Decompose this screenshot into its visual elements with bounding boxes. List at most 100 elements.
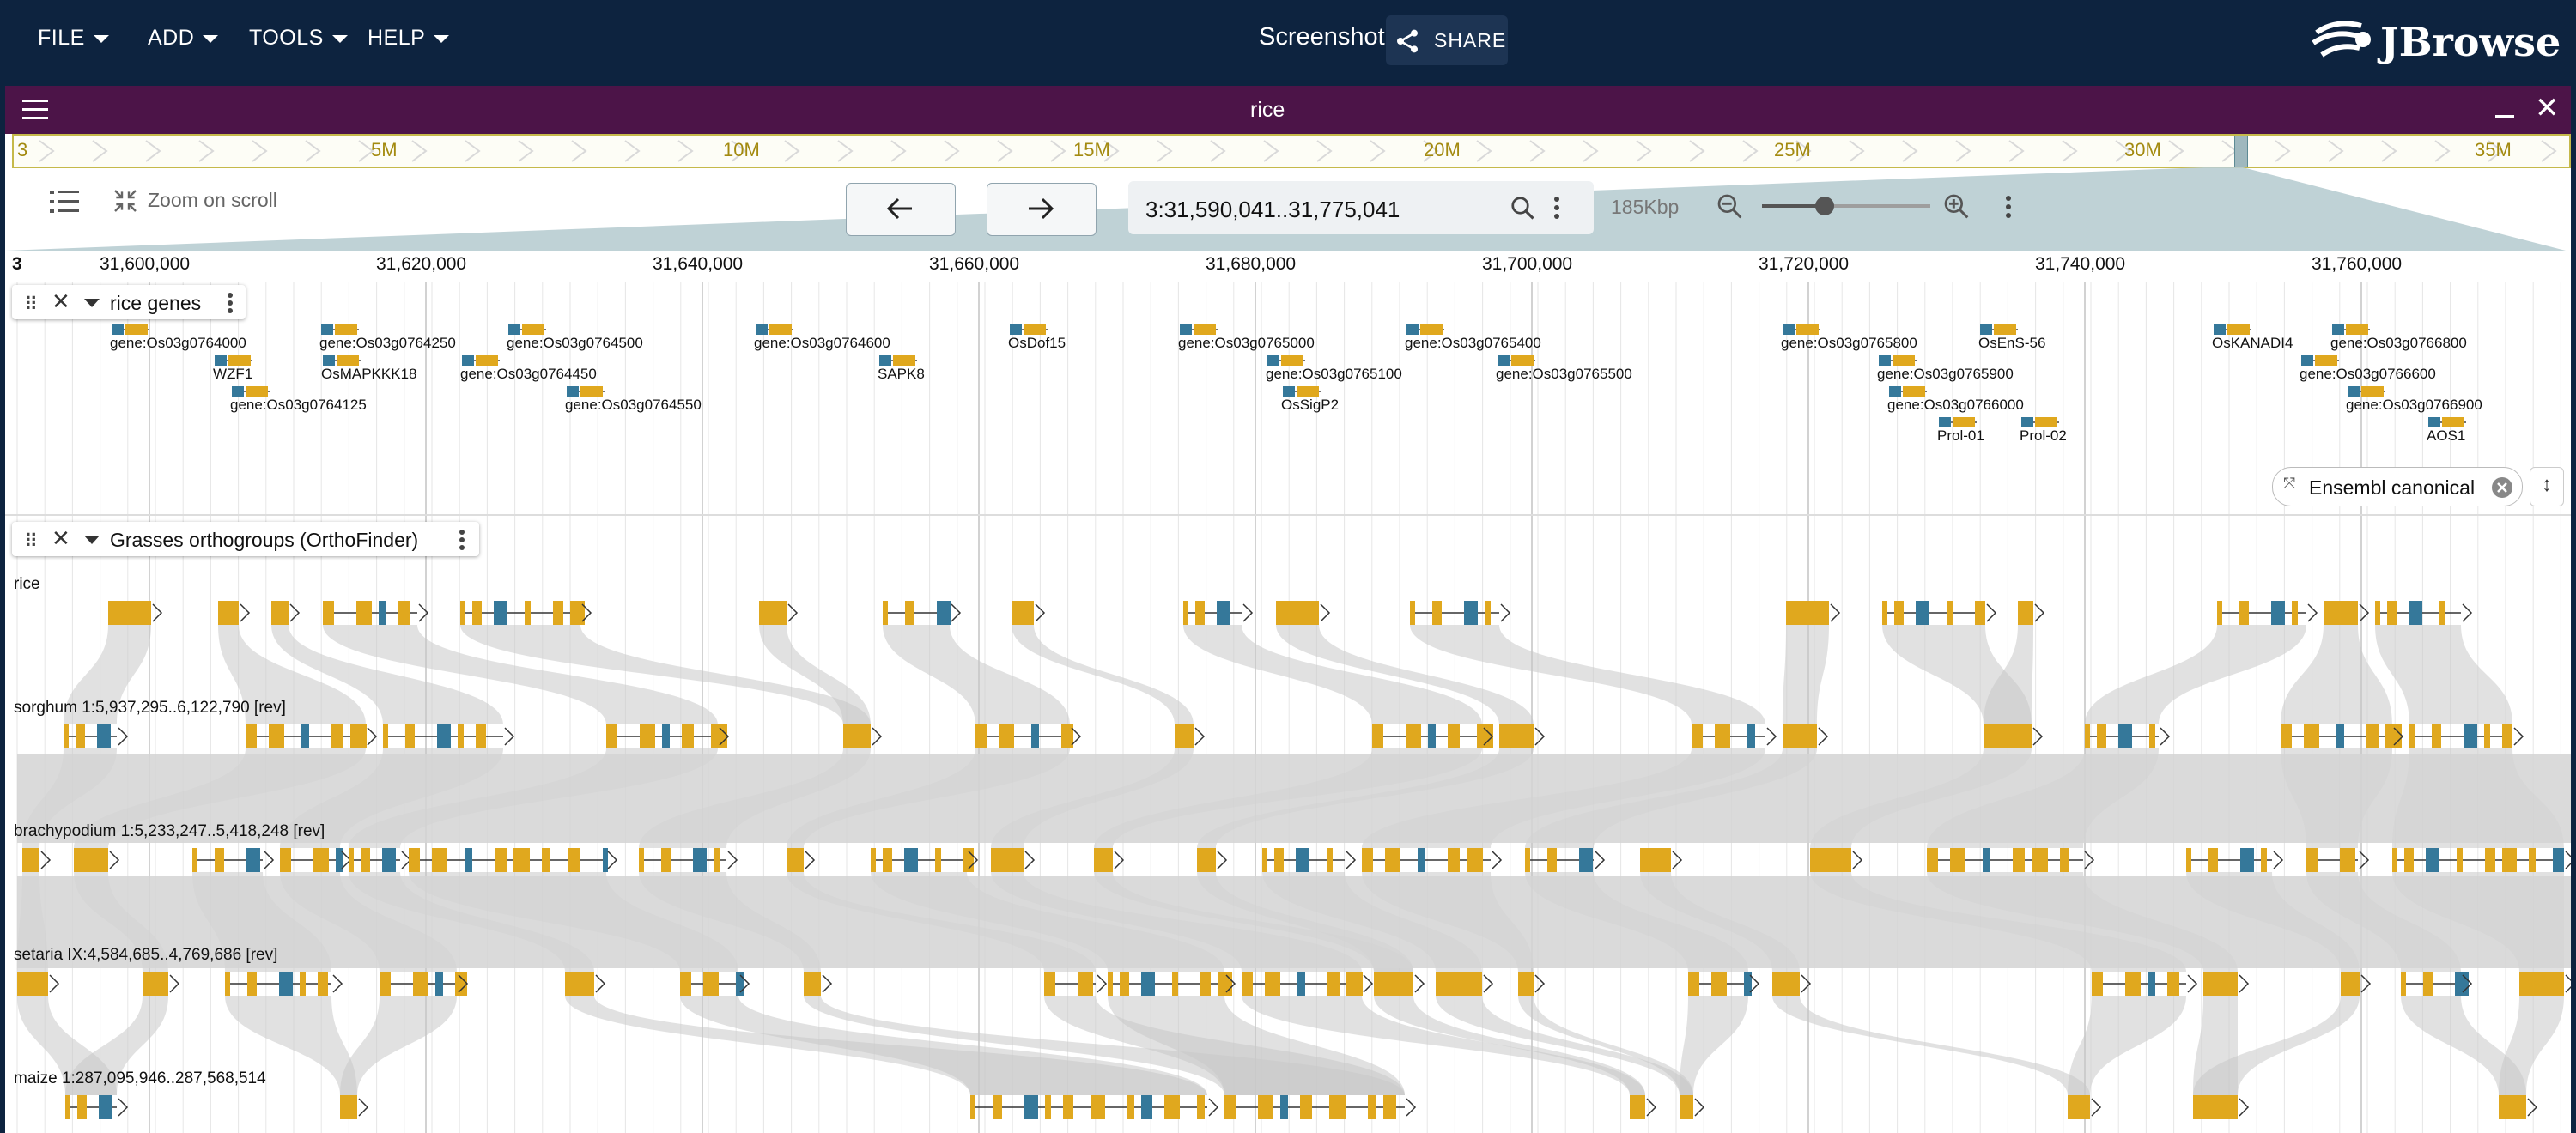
overview-scale-bar[interactable]: 3 5M 10M 15M 20M 25M 30M 35M bbox=[12, 134, 2571, 168]
share-icon bbox=[1397, 29, 1418, 53]
menu-tools[interactable]: TOOLS bbox=[249, 26, 348, 51]
ruler-tick: 31,620,000 bbox=[376, 254, 467, 274]
gene-label[interactable]: gene:Os03g0764550 bbox=[565, 397, 702, 413]
span-label: 185Kbp bbox=[1611, 196, 1680, 218]
gene-label[interactable]: gene:Os03g0764500 bbox=[507, 335, 643, 351]
gene-label[interactable]: gene:Os03g0766000 bbox=[1887, 397, 2024, 413]
share-button[interactable]: SHARE bbox=[1386, 15, 1508, 65]
jbrowse-logo-icon bbox=[2312, 21, 2371, 58]
gene-label[interactable]: gene:Os03g0765800 bbox=[1781, 335, 1917, 351]
overview-tick: 3 bbox=[17, 139, 28, 161]
ruler-tick: 31,740,000 bbox=[2035, 254, 2126, 274]
gene-label[interactable]: OsMAPKKK18 bbox=[321, 366, 417, 382]
ruler-tick: 31,700,000 bbox=[1482, 254, 1573, 274]
genome-row-label: maize 1:287,095,946..287,568,514 bbox=[14, 1069, 266, 1088]
more-vertical-icon[interactable] bbox=[1552, 195, 1561, 221]
gene-label[interactable]: WZF1 bbox=[213, 366, 253, 382]
zoom-in-icon[interactable] bbox=[1942, 192, 1970, 220]
genome-row-label: rice bbox=[14, 575, 40, 593]
chevron-down-icon bbox=[434, 34, 450, 43]
view-title: rice bbox=[1250, 98, 1285, 122]
ruler-refname: 3 bbox=[12, 254, 22, 274]
location-text[interactable]: 3:31,590,041..31,775,041 bbox=[1145, 197, 1400, 222]
track-name: Grasses orthogroups (OrthoFinder) bbox=[110, 529, 419, 551]
overview-region-marker[interactable] bbox=[2234, 136, 2248, 167]
zoom-on-scroll-icon[interactable] bbox=[112, 187, 139, 215]
close-icon[interactable]: ✕ bbox=[2535, 92, 2560, 124]
gene-label[interactable]: Prol-02 bbox=[2020, 427, 2067, 444]
chevron-down-icon bbox=[331, 34, 348, 43]
location-search-input[interactable]: 3:31,590,041..31,775,041 bbox=[1128, 181, 1594, 234]
zoom-slider-thumb[interactable] bbox=[1815, 197, 1834, 215]
gene-label[interactable]: gene:Os03g0764000 bbox=[110, 335, 246, 351]
linear-synteny-view: rice ✕ 3 5M 10M 15M 20M 25M 30M 35M Zoom… bbox=[5, 86, 2571, 1133]
menu-help[interactable]: HELP bbox=[368, 26, 450, 51]
gene-label[interactable]: gene:Os03g0766600 bbox=[2300, 366, 2436, 382]
app-logo: JBrowse bbox=[2380, 19, 2561, 65]
gene-label[interactable]: gene:Os03g0764600 bbox=[754, 335, 890, 351]
gene-label[interactable]: SAPK8 bbox=[878, 366, 925, 382]
overview-tick: 5M bbox=[371, 139, 398, 161]
chevron-down-icon bbox=[93, 34, 109, 43]
ruler-tick: 31,640,000 bbox=[653, 254, 744, 274]
gene-label[interactable]: gene:Os03g0764125 bbox=[230, 397, 367, 413]
track-menu-icon[interactable] bbox=[459, 529, 465, 551]
drag-handle-icon[interactable]: ⠿ bbox=[24, 294, 39, 315]
genome-row-label: setaria IX:4,584,685..4,769,686 [rev] bbox=[14, 946, 278, 964]
gene-label[interactable]: OsKANADI4 bbox=[2212, 335, 2293, 351]
navigation-bar: Zoom on scroll 3:31,590,041..31,775,041 … bbox=[5, 172, 2571, 249]
gene-label[interactable]: gene:Os03g0764250 bbox=[319, 335, 456, 351]
zoom-out-icon[interactable] bbox=[1716, 192, 1743, 220]
gene-label[interactable]: OsSigP2 bbox=[1281, 397, 1340, 413]
arrow-right-icon bbox=[1029, 197, 1054, 220]
overview-tick: 35M bbox=[2475, 139, 2512, 161]
menu-add[interactable]: ADD bbox=[148, 26, 219, 51]
gene-label[interactable]: OsEnS-56 bbox=[1978, 335, 2046, 351]
track-menu-icon[interactable] bbox=[227, 292, 234, 314]
gene-label[interactable]: gene:Os03g0764450 bbox=[460, 366, 597, 382]
chip-label: Ensembl canonical bbox=[2309, 476, 2476, 499]
overview-tick: 20M bbox=[1424, 139, 1461, 161]
app-bar: FILE ADD TOOLS HELP Screenshot SHARE JBr… bbox=[0, 0, 2576, 81]
track-name: rice genes bbox=[110, 292, 202, 314]
gene-label[interactable]: gene:Os03g0765500 bbox=[1496, 366, 1632, 382]
chip-remove-icon[interactable] bbox=[2491, 476, 2513, 499]
chevron-down-icon[interactable] bbox=[84, 536, 100, 544]
chevron-down-icon[interactable] bbox=[84, 299, 100, 307]
track-selector-icon[interactable] bbox=[50, 189, 79, 215]
gene-label[interactable]: gene:Os03g0766800 bbox=[2330, 335, 2467, 351]
ruler-tick: 31,720,000 bbox=[1759, 254, 1850, 274]
overview-tick: 30M bbox=[2124, 139, 2161, 161]
close-track-icon[interactable]: ✕ bbox=[52, 288, 70, 314]
resize-height-icon[interactable]: ↕ bbox=[2530, 467, 2564, 506]
overview-tick: 15M bbox=[1073, 139, 1110, 161]
forward-button[interactable] bbox=[987, 183, 1097, 236]
drag-handle-icon[interactable]: ⠿ bbox=[24, 530, 39, 552]
view-options-icon[interactable] bbox=[2004, 194, 2013, 220]
gene-label[interactable]: OsDof15 bbox=[1008, 335, 1066, 351]
collapse-icon[interactable]: ⤧ bbox=[2283, 475, 2296, 492]
view-menu-icon[interactable] bbox=[22, 100, 48, 119]
gene-label[interactable]: gene:Os03g0765100 bbox=[1266, 366, 1402, 382]
arrow-left-icon bbox=[886, 197, 912, 220]
menu-file[interactable]: FILE bbox=[38, 26, 109, 51]
gene-label[interactable]: gene:Os03g0765000 bbox=[1178, 335, 1315, 351]
gene-label[interactable]: gene:Os03g0765400 bbox=[1405, 335, 1541, 351]
gene-label[interactable]: gene:Os03g0765900 bbox=[1877, 366, 2014, 382]
synteny-track-label: ⠿ ✕ Grasses orthogroups (OrthoFinder) bbox=[12, 522, 479, 556]
ruler-tick: 31,760,000 bbox=[2312, 254, 2403, 274]
minimize-icon[interactable] bbox=[2495, 115, 2514, 118]
gene-track-label: ⠿ ✕ rice genes bbox=[12, 285, 246, 319]
overview-tick: 10M bbox=[723, 139, 760, 161]
gene-label[interactable]: Prol-01 bbox=[1937, 427, 1984, 444]
zoom-on-scroll-label[interactable]: Zoom on scroll bbox=[148, 189, 277, 211]
back-button[interactable] bbox=[846, 183, 956, 236]
close-track-icon[interactable]: ✕ bbox=[52, 525, 70, 551]
search-icon[interactable] bbox=[1510, 195, 1535, 221]
overview-tick: 25M bbox=[1774, 139, 1811, 161]
view-header: rice ✕ bbox=[5, 86, 2571, 134]
zoom-slider-track[interactable] bbox=[1762, 204, 1930, 208]
ensembl-canonical-chip[interactable]: ⤧ Ensembl canonical bbox=[2272, 467, 2523, 506]
gene-label[interactable]: AOS1 bbox=[2427, 427, 2466, 444]
gene-label[interactable]: gene:Os03g0766900 bbox=[2346, 397, 2482, 413]
